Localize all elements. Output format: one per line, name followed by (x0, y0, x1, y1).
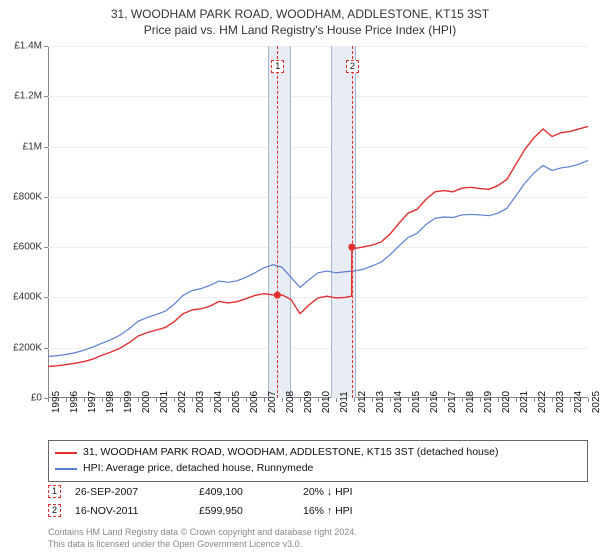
chart-marker: 1 (271, 60, 284, 73)
chart-subtitle: Price paid vs. HM Land Registry's House … (0, 23, 600, 41)
x-tick-label: 2019 (483, 391, 494, 413)
chart-container: 31, WOODHAM PARK ROAD, WOODHAM, ADDLESTO… (0, 0, 600, 560)
x-tick-label: 2025 (591, 391, 600, 413)
footer-line: Contains HM Land Registry data © Crown c… (48, 526, 588, 538)
x-tick-label: 2004 (213, 391, 224, 413)
x-tick-label: 2010 (321, 391, 332, 413)
y-tick-label: £1.4M (14, 41, 42, 52)
y-tick-label: £0 (31, 393, 42, 404)
chart-title: 31, WOODHAM PARK ROAD, WOODHAM, ADDLESTO… (0, 0, 600, 23)
legend-row: 31, WOODHAM PARK ROAD, WOODHAM, ADDLESTO… (55, 445, 581, 461)
sales-table: 1 26-SEP-2007 £409,100 20% ↓ HPI 2 16-NO… (48, 482, 588, 520)
attribution-footer: Contains HM Land Registry data © Crown c… (48, 526, 588, 550)
y-tick-label: £200K (13, 342, 42, 353)
x-tick-label: 2017 (447, 391, 458, 413)
x-tick-label: 2011 (339, 391, 350, 413)
legend-swatch-property (55, 452, 77, 454)
y-tick-label: £1M (23, 141, 42, 152)
sale-marker-icon: 2 (48, 504, 61, 517)
legend-swatch-hpi (55, 468, 77, 470)
sale-row: 2 16-NOV-2011 £599,950 16% ↑ HPI (48, 501, 588, 520)
legend: 31, WOODHAM PARK ROAD, WOODHAM, ADDLESTO… (48, 440, 588, 482)
plot-area: 12 £0£200K£400K£600K£800K£1M£1.2M£1.4M 1… (48, 46, 588, 398)
sale-price: £409,100 (199, 486, 289, 498)
footer-line: This data is licensed under the Open Gov… (48, 538, 588, 550)
y-tick-label: £800K (13, 191, 42, 202)
y-tick-label: £600K (13, 242, 42, 253)
x-tick-label: 2013 (375, 391, 386, 413)
x-tick-label: 2000 (141, 391, 152, 413)
x-tick-label: 2015 (411, 391, 422, 413)
x-tick-label: 2021 (519, 391, 530, 413)
x-tick-label: 2006 (249, 391, 260, 413)
x-tick-label: 2016 (429, 391, 440, 413)
x-tick-label: 2022 (537, 391, 548, 413)
x-tick-label: 2005 (231, 391, 242, 413)
x-tick-label: 2023 (555, 391, 566, 413)
x-tick-label: 2008 (285, 391, 296, 413)
x-tick-label: 2014 (393, 391, 404, 413)
x-tick-label: 2001 (159, 391, 170, 413)
x-tick-label: 2002 (177, 391, 188, 413)
x-tick-label: 1999 (123, 391, 134, 413)
sale-delta: 20% ↓ HPI (303, 486, 588, 498)
y-tick-label: £1.2M (14, 91, 42, 102)
x-tick-label: 2003 (195, 391, 206, 413)
x-tick-label: 1997 (87, 391, 98, 413)
chart-marker: 2 (346, 60, 359, 73)
x-tick-label: 1996 (69, 391, 80, 413)
sale-price: £599,950 (199, 505, 289, 517)
x-tick-label: 2012 (357, 391, 368, 413)
x-tick-label: 2024 (573, 391, 584, 413)
legend-row: HPI: Average price, detached house, Runn… (55, 461, 581, 477)
x-tick-label: 2020 (501, 391, 512, 413)
sale-row: 1 26-SEP-2007 £409,100 20% ↓ HPI (48, 482, 588, 501)
legend-label: HPI: Average price, detached house, Runn… (83, 461, 313, 477)
sale-date: 16-NOV-2011 (75, 505, 185, 517)
sale-marker-icon: 1 (48, 485, 61, 498)
y-tick-label: £400K (13, 292, 42, 303)
legend-label: 31, WOODHAM PARK ROAD, WOODHAM, ADDLESTO… (83, 445, 498, 461)
sale-delta: 16% ↑ HPI (303, 505, 588, 517)
chart-lines (48, 46, 588, 398)
x-tick-label: 2007 (267, 391, 278, 413)
x-tick-label: 1998 (105, 391, 116, 413)
x-tick-label: 1995 (51, 391, 62, 413)
sale-date: 26-SEP-2007 (75, 486, 185, 498)
x-tick-label: 2009 (303, 391, 314, 413)
x-tick-label: 2018 (465, 391, 476, 413)
